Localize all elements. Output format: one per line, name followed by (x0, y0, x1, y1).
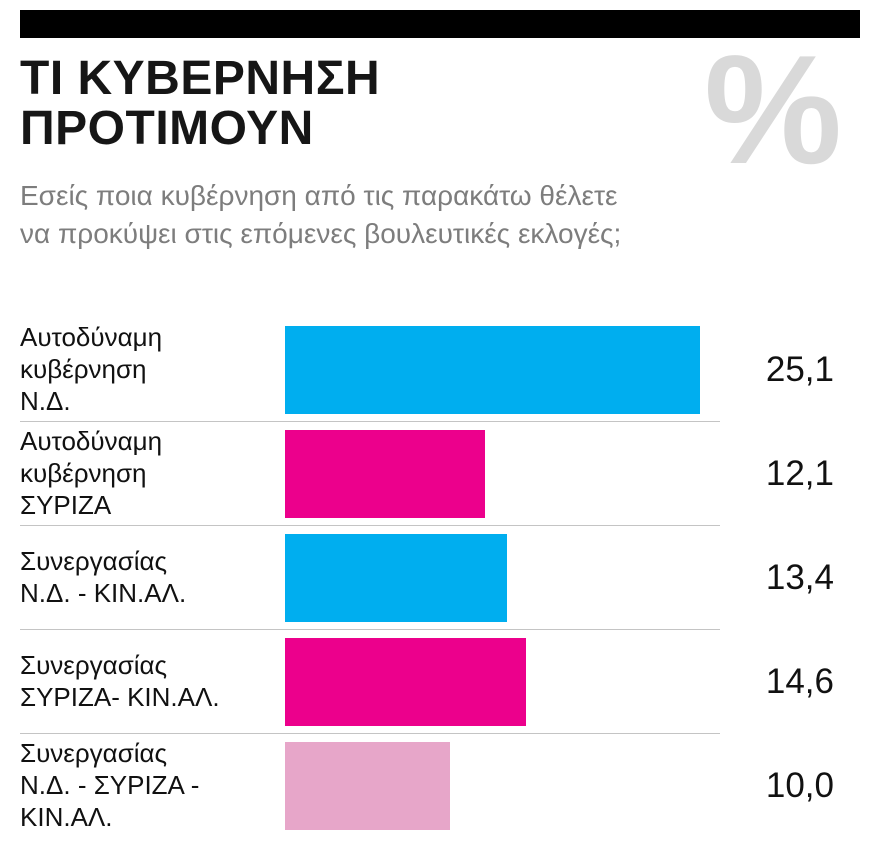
bar-chart: Αυτοδύναμη κυβέρνηση Ν.Δ. 25,1 Αυτοδύναμ… (20, 318, 860, 837)
value-label: 25,1 (765, 349, 834, 389)
bar-track (285, 325, 715, 414)
category-label: Αυτοδύναμη κυβέρνηση ΣΥΡΙΖΑ (20, 426, 163, 520)
row-divider (20, 733, 720, 735)
chart-row: Συνεργασίας ΣΥΡΙΖΑ- ΚΙΝ.ΑΛ. 14,6 (20, 630, 860, 733)
value-label: 10,0 (765, 765, 834, 805)
chart-row: Αυτοδύναμη κυβέρνηση Ν.Δ. 25,1 (20, 318, 860, 421)
category-label: Αυτοδύναμη κυβέρνηση Ν.Δ. (20, 322, 163, 416)
bar-track (285, 637, 715, 726)
category-label: Συνεργασίας Ν.Δ. - ΣΥΡΙΖΑ - ΚΙΝ.ΑΛ. (20, 738, 200, 832)
percent-symbol: % (704, 23, 842, 196)
bar (285, 741, 451, 830)
row-divider (20, 421, 720, 423)
header: ΤΙ ΚΥΒΕΡΝΗΣΗ ΠΡΟΤΙΜΟΥΝ % Εσείς ποια κυβέ… (20, 32, 860, 252)
value-label: 12,1 (765, 453, 834, 493)
chart-row: Αυτοδύναμη κυβέρνηση ΣΥΡΙΖΑ 12,1 (20, 422, 860, 525)
category-label: Συνεργασίας ΣΥΡΙΖΑ- ΚΙΝ.ΑΛ. (20, 650, 220, 712)
bar-track (285, 533, 715, 622)
bar-track (285, 429, 715, 518)
value-label: 13,4 (765, 557, 834, 597)
value-label: 14,6 (765, 661, 834, 701)
bar (285, 429, 486, 518)
row-divider (20, 629, 720, 631)
row-divider (20, 525, 720, 527)
subtitle-question: Εσείς ποια κυβέρνηση από τις παρακάτω θέ… (20, 179, 622, 249)
bar (285, 325, 701, 414)
chart-row: Συνεργασίας Ν.Δ. - ΚΙΝ.ΑΛ. 13,4 (20, 526, 860, 629)
category-label: Συνεργασίας Ν.Δ. - ΚΙΝ.ΑΛ. (20, 546, 187, 608)
page-title: ΤΙ ΚΥΒΕΡΝΗΣΗ ΠΡΟΤΙΜΟΥΝ (20, 52, 381, 156)
bar (285, 533, 507, 622)
bar-track (285, 741, 715, 830)
chart-row: Συνεργασίας Ν.Δ. - ΣΥΡΙΖΑ - ΚΙΝ.ΑΛ. 10,0 (20, 734, 860, 837)
top-bar (20, 10, 860, 38)
bar (285, 637, 527, 726)
